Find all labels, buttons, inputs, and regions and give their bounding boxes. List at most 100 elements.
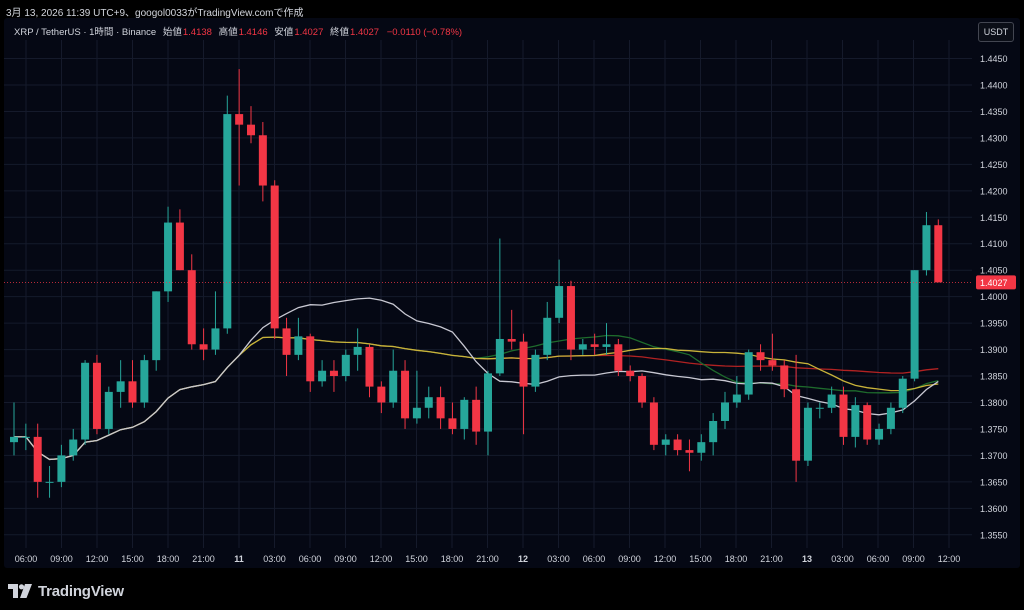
legend-close-label: 終値	[330, 27, 350, 38]
candle-body	[81, 362, 90, 440]
candle-body	[484, 373, 492, 432]
candle-body	[45, 481, 54, 483]
candle-body	[258, 135, 267, 186]
legend-change: −0.0110 (−0.78%)	[386, 27, 463, 38]
x-tick-label: 12:00	[654, 554, 677, 564]
current-price-label: 1.4027	[980, 278, 1008, 288]
y-tick-label: 1.4300	[980, 133, 1008, 143]
candle-body	[851, 405, 860, 437]
x-tick-label: 18:00	[725, 554, 748, 564]
candle-body	[507, 338, 516, 342]
candle-body	[649, 402, 658, 445]
candle-body	[495, 338, 504, 374]
candle-body	[863, 405, 872, 440]
candle-body	[353, 346, 362, 355]
y-tick-label: 1.4100	[980, 239, 1008, 249]
candle-body	[187, 270, 196, 345]
y-tick-label: 1.3600	[980, 504, 1008, 514]
candle-body	[10, 436, 18, 443]
candle-body	[329, 370, 338, 377]
x-tick-label: 21:00	[476, 554, 499, 564]
candle-body	[626, 370, 635, 377]
branding-footer[interactable]: TradingView	[8, 581, 124, 601]
x-tick-label: 06:00	[299, 554, 322, 564]
candle-body	[69, 439, 78, 456]
x-tick-label: 09:00	[902, 554, 925, 564]
legend-high-label: 高値	[218, 27, 238, 38]
candle-body	[827, 394, 836, 408]
candle-body	[803, 407, 812, 461]
x-tick-label: 13	[802, 554, 812, 564]
candle-body	[21, 436, 30, 438]
candle-body	[460, 399, 469, 429]
candle-body	[33, 436, 42, 482]
legend-high-value: 1.4146	[238, 27, 268, 38]
candle-body	[697, 442, 706, 453]
y-tick-label: 1.3950	[980, 319, 1008, 329]
candle-body	[756, 352, 765, 361]
legend-close-value: 1.4027	[350, 27, 380, 38]
y-tick-label: 1.3900	[980, 345, 1008, 355]
candle-body	[685, 450, 694, 453]
candle-body	[721, 402, 729, 421]
candle-body	[922, 225, 931, 271]
x-tick-label: 11	[234, 554, 244, 564]
chart-legend: XRP / TetherUS · 1時間 · Binance 始値1.4138 …	[14, 24, 462, 38]
candle-body	[140, 360, 149, 403]
candle-body	[152, 291, 161, 361]
y-tick-label: 1.3800	[980, 398, 1008, 408]
candle-body	[602, 344, 611, 347]
legend-symbol[interactable]: XRP / TetherUS · 1時間 · Binance	[14, 27, 157, 38]
x-tick-label: 18:00	[157, 554, 180, 564]
chart-panel[interactable]: 1.4450 1.4400 1.4350 1.4300 1.4250 1.4200 1.41…	[4, 18, 1020, 568]
legend-open-label: 始値	[162, 27, 182, 38]
y-tick-label: 1.4150	[980, 213, 1008, 223]
candle-body	[448, 418, 457, 429]
x-tick-label: 09:00	[50, 554, 73, 564]
y-tick-label: 1.3850	[980, 372, 1008, 382]
candle-body	[104, 391, 113, 429]
currency-button[interactable]: USDT	[978, 22, 1014, 42]
candle-body	[531, 354, 540, 387]
candle-body	[661, 439, 670, 445]
x-tick-label: 12:00	[938, 554, 961, 564]
x-tick-label: 03:00	[547, 554, 570, 564]
x-tick-label: 09:00	[618, 554, 641, 564]
candle-body	[57, 455, 66, 482]
candlestick-chart[interactable]: 1.4450 1.4400 1.4350 1.4300 1.4250 1.4200 1.41…	[4, 18, 1020, 568]
candle-body	[578, 344, 587, 350]
legend-low-label: 安値	[274, 27, 294, 38]
legend-open-value: 1.4138	[182, 27, 212, 38]
candle-body	[377, 386, 386, 403]
x-tick-label: 06:00	[15, 554, 38, 564]
candle-body	[235, 114, 244, 125]
candle-body	[768, 360, 777, 366]
candle-body	[472, 399, 481, 432]
x-tick-label: 18:00	[441, 554, 464, 564]
x-tick-label: 03:00	[263, 554, 286, 564]
current-price-tag	[976, 275, 1016, 290]
x-tick-label: 06:00	[583, 554, 606, 564]
candle-body	[815, 407, 824, 409]
candle-body	[270, 185, 279, 329]
candle-body	[566, 286, 575, 350]
candle-body	[910, 270, 919, 379]
candle-body	[365, 346, 374, 387]
candle-body	[128, 381, 137, 403]
x-tick-label: 06:00	[867, 554, 890, 564]
candle-body	[175, 222, 184, 271]
candle-body	[282, 328, 291, 355]
candle-body	[934, 225, 943, 283]
x-tick-label: 21:00	[760, 554, 783, 564]
y-tick-label: 1.4400	[980, 80, 1008, 90]
candle-body	[744, 352, 753, 395]
x-tick-label: 15:00	[689, 554, 712, 564]
candle-body	[199, 344, 208, 350]
candle-body	[543, 317, 552, 355]
chart-caption: 3月 13, 2026 11:39 UTC+9、googol0033がTradi…	[6, 8, 304, 19]
y-tick-label: 1.3700	[980, 451, 1008, 461]
candle-body	[211, 328, 220, 350]
candle-body	[223, 114, 232, 329]
candle-body	[341, 354, 350, 377]
candle-body	[424, 397, 433, 408]
